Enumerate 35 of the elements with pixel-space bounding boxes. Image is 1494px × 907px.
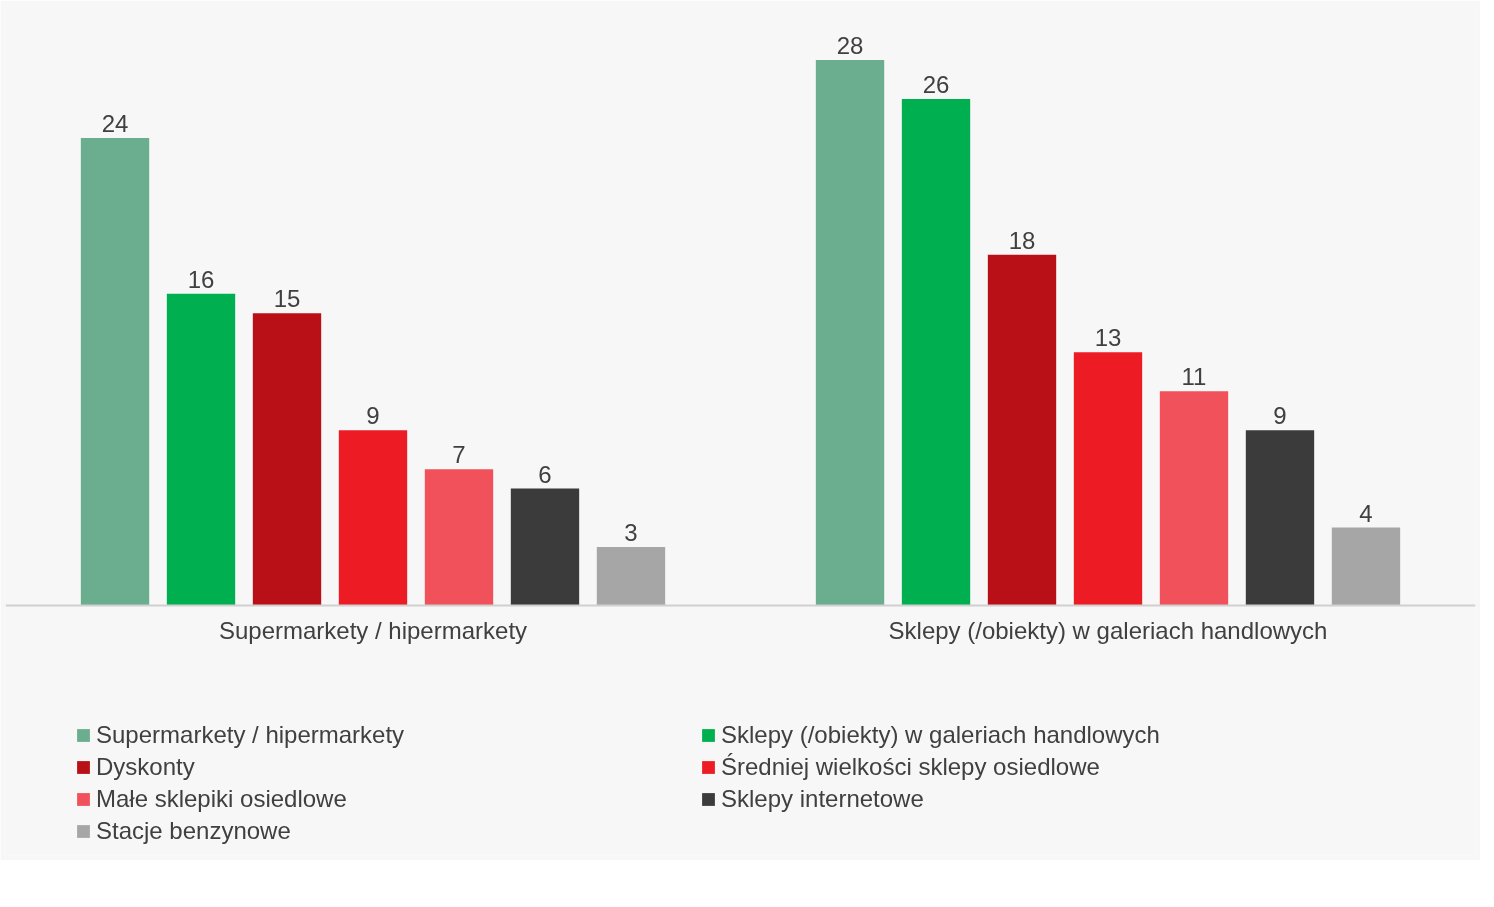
data-label: 13 [1094, 324, 1122, 352]
data-label: 15 [273, 285, 301, 313]
data-label: 16 [187, 265, 215, 293]
legend-label: Sklepy (/obiekty) w galeriach handlowych [721, 721, 1161, 749]
data-label: 28 [836, 32, 864, 60]
bar [815, 60, 885, 606]
data-label: 18 [1008, 226, 1036, 254]
bar [338, 430, 408, 606]
bar [80, 137, 150, 606]
data-label: 24 [101, 109, 129, 137]
legend-label: Średniej wielkości sklepy osiedlowe [721, 753, 1101, 781]
data-label: 3 [624, 519, 638, 547]
bar [1073, 352, 1143, 606]
data-label: 7 [452, 441, 466, 469]
bar [1331, 527, 1401, 606]
bar [987, 254, 1057, 606]
legend-label: Stacje benzynowe [96, 817, 292, 845]
bar [1159, 391, 1229, 606]
bar [166, 293, 236, 606]
data-label: 9 [366, 402, 380, 430]
legend-label: Supermarkety / hipermarkety [96, 721, 406, 749]
bar [510, 488, 580, 606]
bar [252, 313, 322, 606]
data-label: 11 [1181, 363, 1207, 391]
legend-label: Sklepy internetowe [721, 785, 925, 813]
data-label: 9 [1273, 402, 1287, 430]
bar [424, 469, 494, 606]
bar [901, 99, 971, 606]
legend-label: Dyskonty [96, 753, 196, 781]
legend-label: Małe sklepiki osiedlowe [96, 785, 348, 813]
bar [1245, 430, 1315, 606]
data-label: 6 [538, 460, 552, 488]
bar [596, 547, 666, 606]
data-label: 4 [1359, 499, 1373, 527]
data-label: 26 [922, 71, 950, 99]
